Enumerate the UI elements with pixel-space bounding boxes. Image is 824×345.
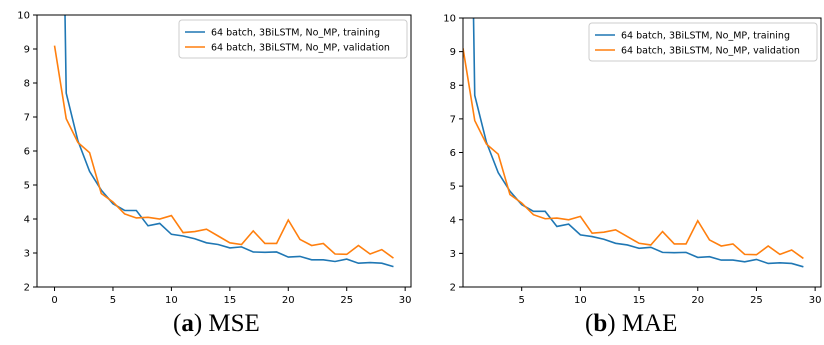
mae-legend-label-0: 64 batch, 3BiLSTM, No_MP, training bbox=[621, 31, 790, 42]
mse-x-tick-label: 10 bbox=[165, 295, 178, 306]
mse-y-tick-label: 8 bbox=[24, 79, 30, 90]
mae-x-tick-label: 10 bbox=[574, 295, 587, 306]
mae-y-tick-label: 7 bbox=[450, 114, 456, 125]
mae-x-tick-label: 15 bbox=[633, 295, 646, 306]
mae-legend-box bbox=[588, 22, 818, 62]
caption-mae-label: b bbox=[593, 310, 608, 337]
mae-y-tick-label: 4 bbox=[450, 215, 456, 226]
mae-y-tick-label: 10 bbox=[443, 14, 456, 25]
mae-y-tick-label: 5 bbox=[450, 182, 456, 193]
mse-y-tick-label: 4 bbox=[24, 215, 30, 226]
mae-y-tick-label: 3 bbox=[450, 249, 456, 260]
mae-y-tick-label: 6 bbox=[450, 148, 456, 159]
mae-x-tick-label: 30 bbox=[809, 295, 822, 306]
mae-plot: 5 10 15 20 25 30 2 3 4 5 6 7 8 9 10 64 batch, 3BiLSTM, … bbox=[443, 14, 822, 306]
caption-mse-text: MSE bbox=[208, 310, 260, 337]
mae-x-tick-label: 25 bbox=[750, 295, 763, 306]
mae-y-tick-label: 8 bbox=[450, 81, 456, 92]
caption-mae: (b) MAE bbox=[585, 310, 678, 337]
mse-x-tick-label: 0 bbox=[51, 295, 57, 306]
mse-y-tick-label: 5 bbox=[24, 181, 30, 192]
caption-mse-label: a bbox=[181, 310, 194, 337]
mae-x-tick-label: 5 bbox=[519, 295, 525, 306]
mse-x-tick-label: 30 bbox=[399, 295, 412, 306]
mse-x-tick-label: 25 bbox=[340, 295, 353, 306]
mae-x-tick-label: 20 bbox=[691, 295, 704, 306]
mae-y-tick-label: 2 bbox=[450, 283, 456, 294]
mse-legend-box bbox=[178, 19, 408, 59]
mse-y-tick-label: 2 bbox=[24, 283, 30, 294]
mse-y-tick-label: 6 bbox=[24, 147, 30, 158]
mse-legend-label-0: 64 batch, 3BiLSTM, No_MP, training bbox=[211, 28, 380, 39]
mse-y-tick-label: 10 bbox=[17, 11, 30, 22]
mse-x-tick-label: 5 bbox=[110, 295, 116, 306]
mse-plot: 0 5 10 15 20 25 30 2 3 4 5 6 7 8 9 10 64 batch, 3BiLSTM,… bbox=[17, 11, 412, 307]
mse-y-tick-label: 9 bbox=[24, 45, 30, 56]
mae-y-tick-label: 9 bbox=[450, 47, 456, 58]
mse-series-line-validation bbox=[53, 45, 394, 259]
mse-y-tick-label: 7 bbox=[24, 113, 30, 124]
mse-x-tick-label: 15 bbox=[223, 295, 236, 306]
mae-legend-label-1: 64 batch, 3BiLSTM, No_MP, validation bbox=[621, 46, 800, 57]
mse-y-tick-label: 3 bbox=[24, 249, 30, 260]
caption-mse: (a) MSE bbox=[173, 310, 260, 337]
mse-x-tick-label: 20 bbox=[282, 295, 295, 306]
caption-mae-text: MAE bbox=[621, 310, 678, 337]
mae-series-line-validation bbox=[463, 48, 804, 260]
mse-legend-label-1: 64 batch, 3BiLSTM, No_MP, validation bbox=[211, 43, 390, 54]
